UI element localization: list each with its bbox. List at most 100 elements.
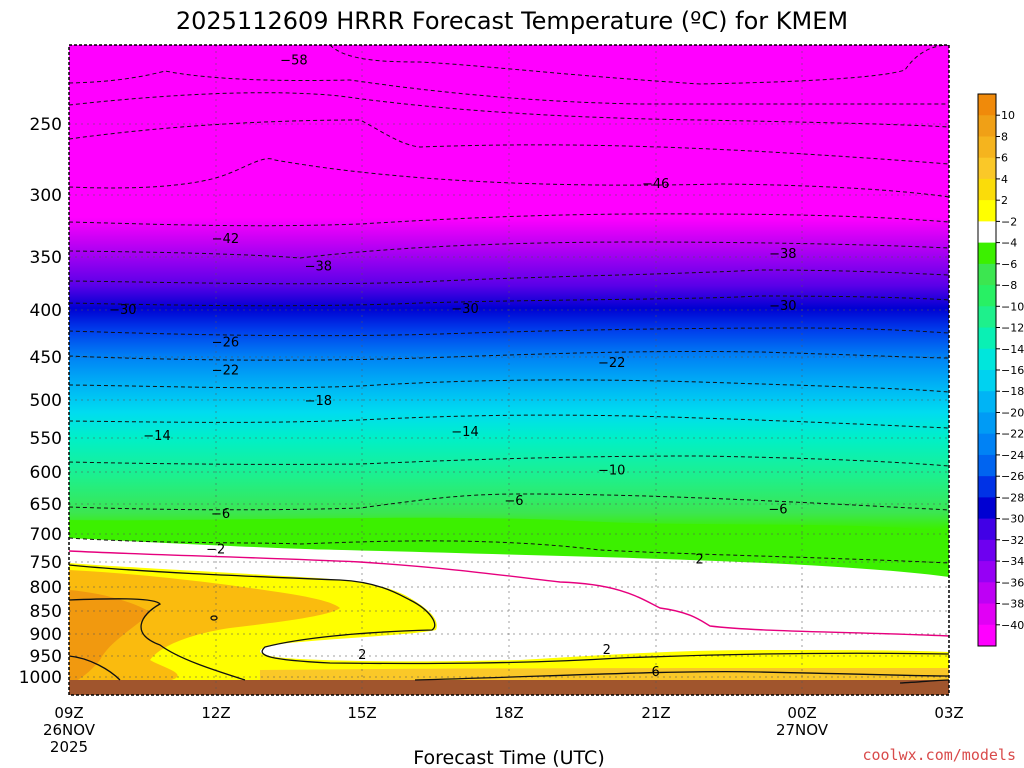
x-axis-label: Forecast Time (UTC) <box>413 747 604 768</box>
x-tick-09z: 09Z <box>54 704 83 722</box>
x-tick-09z-year: 2025 <box>50 738 88 756</box>
colorbar-label: 2 <box>1001 194 1008 207</box>
colorbar-swatch <box>978 200 996 222</box>
x-axis: 09Z 26NOV 2025 12Z 15Z 18Z 21Z 00Z 27NOV… <box>43 704 964 756</box>
colorbar-swatch <box>978 136 996 159</box>
colorbar-label: −20 <box>1001 407 1024 420</box>
colorbar-swatch <box>978 539 996 562</box>
x-tick-00z-date: 27NOV <box>776 721 829 739</box>
colorbar-label: −24 <box>1001 449 1024 462</box>
freezing-level-line <box>69 550 949 637</box>
x-tick-15z: 15Z <box>347 704 376 722</box>
contour-label: −18 <box>305 394 332 409</box>
y-tick-300: 300 <box>30 186 62 206</box>
colorbar-swatch <box>978 285 996 307</box>
colorbar-swatch <box>978 412 996 435</box>
colorbar-label: −30 <box>1001 513 1024 526</box>
y-tick-600: 600 <box>30 463 62 483</box>
x-tick-12z: 12Z <box>201 704 230 722</box>
colorbar-label: −2 <box>1001 215 1017 228</box>
colorbar-label: −18 <box>1001 385 1024 398</box>
surface-warm-strip <box>260 668 949 682</box>
y-tick-850: 850 <box>30 602 62 622</box>
contour-label: −42 <box>212 232 239 247</box>
contour-label: −14 <box>143 429 170 444</box>
contour-label: 2 <box>358 648 366 663</box>
contour-label: −26 <box>212 335 239 350</box>
x-tick-03z: 03Z <box>934 704 963 722</box>
plot-frame <box>68 44 950 696</box>
y-tick-550: 550 <box>30 429 62 449</box>
colorbar-label: 8 <box>1001 131 1008 144</box>
colorbar-swatch <box>978 476 996 498</box>
colorbar-label: −12 <box>1001 322 1024 335</box>
colorbar-swatch <box>978 178 996 201</box>
y-tick-750: 750 <box>30 553 62 573</box>
colorbar-swatch <box>978 561 996 583</box>
contour-label: −46 <box>642 177 669 192</box>
colorbar-swatch <box>978 603 996 626</box>
colorbar-label: −38 <box>1001 598 1024 611</box>
colorbar-swatch <box>978 157 996 180</box>
contour-labels: −58−46−42−38−38−30 −30 −30−26−22−22−18−14−… <box>109 53 796 680</box>
colorbar-label: −32 <box>1001 534 1024 547</box>
contour-label: −30 <box>451 302 478 317</box>
small-contour-loop <box>210 615 218 621</box>
colorbar: 10 8 6 4 2 −2 −4 −6 −8 −10 −12 −14 −16 −18 −20 −22 −24 −2… <box>977 93 1024 647</box>
colorbar-swatch <box>978 115 996 137</box>
colorbar-swatch <box>978 454 996 477</box>
y-tick-500: 500 <box>30 391 62 411</box>
contour-label: −58 <box>280 53 307 68</box>
x-tick-18z: 18Z <box>494 704 523 722</box>
colorbar-swatch <box>978 263 996 286</box>
y-tick-950: 950 <box>30 647 62 667</box>
y-tick-700: 700 <box>30 525 62 545</box>
colorbar-label: −40 <box>1001 619 1024 632</box>
colorbar-swatch <box>978 433 996 456</box>
positive-isotherms <box>69 564 949 684</box>
colorbar-swatch <box>978 624 996 647</box>
colorbar-label: −34 <box>1001 555 1024 568</box>
colorbar-label: 10 <box>1001 109 1015 122</box>
x-tick-09z-date: 26NOV <box>43 721 96 739</box>
contour-label: −30 <box>109 303 136 318</box>
credit-link[interactable]: coolwx.com/models <box>862 746 1016 764</box>
y-tick-800: 800 <box>30 578 62 598</box>
contour-label: −14 <box>451 425 478 440</box>
contour-label: −6 <box>504 494 523 509</box>
colorbar-label: −26 <box>1001 470 1024 483</box>
contour-label: −6 <box>768 502 787 517</box>
contour-label: −2 <box>206 542 225 557</box>
colorbar-label: −28 <box>1001 491 1024 504</box>
y-tick-1000: 1000 <box>19 668 62 688</box>
colorbar-label: −4 <box>1001 237 1017 250</box>
colorbar-label: 4 <box>1001 173 1008 186</box>
y-tick-350: 350 <box>30 248 62 268</box>
colorbar-swatch <box>978 348 996 371</box>
colorbar-label: −36 <box>1001 576 1024 589</box>
contour-label: 2 <box>603 643 611 658</box>
y-tick-400: 400 <box>30 301 62 321</box>
colorbar-label: −14 <box>1001 343 1024 356</box>
colorbar-label: −22 <box>1001 428 1024 441</box>
contour-label: −22 <box>212 364 239 379</box>
y-tick-450: 450 <box>30 348 62 368</box>
contour-label: −6 <box>211 507 230 522</box>
contour-label: −38 <box>769 247 796 262</box>
colorbar-swatch <box>978 221 996 244</box>
x-tick-00z: 00Z <box>787 704 816 722</box>
y-axis: 250 300 350 400 450 500 550 600 650 700 … <box>19 115 62 688</box>
colorbar-swatch <box>978 518 996 541</box>
colorbar-swatch <box>978 391 996 413</box>
colorbar-label: −16 <box>1001 364 1024 377</box>
contour-label: −10 <box>598 463 625 478</box>
y-tick-900: 900 <box>30 625 62 645</box>
colorbar-swatch <box>978 306 996 329</box>
contour-label: −22 <box>598 356 625 371</box>
colorbar-label: −6 <box>1001 258 1017 271</box>
x-tick-21z: 21Z <box>641 704 670 722</box>
colorbar-label: 6 <box>1001 152 1008 165</box>
contour-label: 6 <box>652 665 660 680</box>
colorbar-swatch <box>978 94 996 116</box>
